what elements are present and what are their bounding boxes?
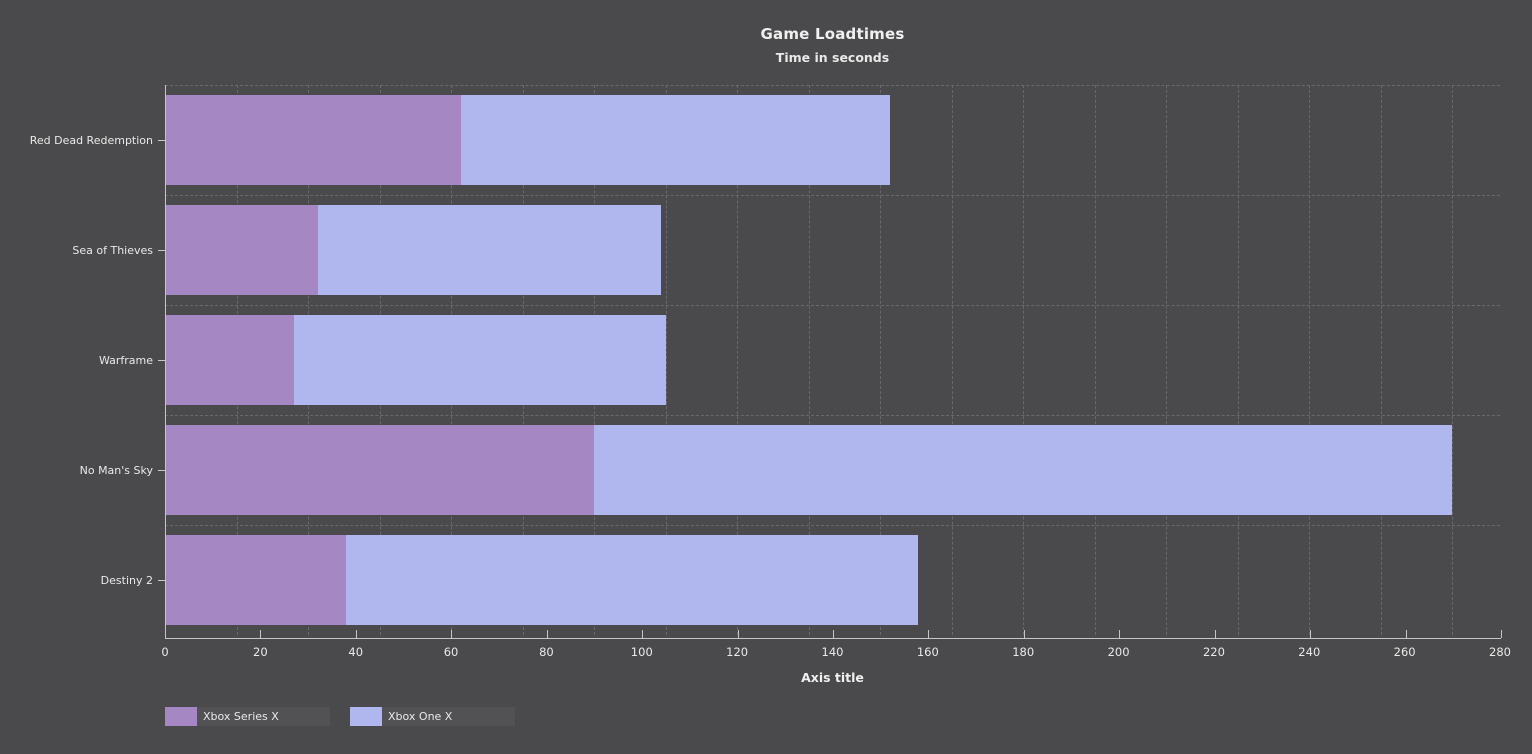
legend-swatch-xbox-series-x — [165, 707, 197, 726]
gridline-vertical — [1166, 85, 1168, 635]
x-axis-tick — [928, 630, 930, 638]
x-axis-tick — [451, 630, 453, 638]
gridline-horizontal — [165, 85, 1500, 86]
x-axis-tick — [1405, 630, 1407, 638]
gridline-vertical — [880, 85, 882, 635]
bar-segment-xbox-series-x[interactable] — [165, 535, 347, 625]
gridline-horizontal — [165, 525, 1500, 526]
bar-row-no-man-s-sky — [165, 425, 1453, 515]
x-axis-tick-label: 200 — [1107, 645, 1130, 659]
x-axis-tick-label: 40 — [348, 645, 364, 659]
legend-item-xbox-series-x[interactable]: Xbox Series X — [165, 707, 330, 726]
x-axis-tick-label: 180 — [1012, 645, 1035, 659]
x-axis-tick-label: 280 — [1489, 645, 1511, 659]
x-axis-tick-label: 20 — [253, 645, 268, 659]
legend-swatch-xbox-one-x — [350, 707, 382, 726]
gridline-vertical — [1237, 85, 1239, 635]
bar-segment-xbox-one-x[interactable] — [317, 205, 661, 295]
bar-segment-xbox-series-x[interactable] — [165, 95, 461, 185]
x-axis-tick-label: 60 — [443, 645, 459, 659]
bar-row-red-dead-redemption — [165, 95, 890, 185]
x-axis-tick-label: 120 — [726, 645, 749, 659]
bar-row-sea-of-thieves — [165, 205, 661, 295]
legend-item-xbox-one-x[interactable]: Xbox One X — [350, 707, 515, 726]
gridline-horizontal — [165, 415, 1500, 416]
x-axis-tick — [1501, 630, 1502, 638]
y-axis-tick — [158, 250, 165, 251]
y-axis-category-label: Sea of Thieves — [72, 244, 153, 257]
x-axis-tick-labels: 0 20 40 60 80 100 120 140 160 180 200 220 240 260 280 — [161, 645, 1511, 661]
x-axis-tick — [1023, 630, 1025, 638]
y-axis-tick — [158, 580, 165, 581]
bar-segment-xbox-series-x[interactable] — [165, 205, 318, 295]
x-axis-tick — [165, 630, 166, 638]
x-axis-tick — [260, 630, 262, 638]
chart-title: Game Loadtimes — [760, 25, 905, 43]
bar-segment-xbox-one-x[interactable] — [293, 315, 666, 405]
x-axis-tick — [1214, 630, 1216, 638]
bar-segment-xbox-one-x[interactable] — [460, 95, 890, 185]
x-axis-title: Axis title — [801, 670, 864, 685]
legend-label: Xbox Series X — [203, 710, 279, 723]
x-axis-tick-label: 80 — [539, 645, 554, 659]
y-axis-category-label: No Man's Sky — [79, 464, 153, 477]
y-axis-category-label: Warframe — [98, 354, 153, 367]
x-axis-tick — [642, 630, 644, 638]
x-axis-tick — [1119, 630, 1121, 638]
gridline-horizontal — [165, 305, 1500, 306]
y-axis-category-label: Destiny 2 — [100, 574, 153, 587]
bar-segment-xbox-series-x[interactable] — [165, 425, 595, 515]
plot-area — [165, 85, 1500, 635]
gridline-vertical — [737, 85, 739, 635]
gridline-vertical — [1094, 85, 1096, 635]
y-axis-tick — [158, 470, 165, 471]
gridline-vertical — [1023, 85, 1025, 635]
y-axis-tick — [158, 360, 165, 361]
gridline-horizontal — [165, 195, 1500, 196]
x-axis-line — [165, 630, 1502, 639]
x-axis-tick-label: 140 — [821, 645, 844, 659]
y-axis-tick — [158, 140, 165, 141]
bar-segment-xbox-series-x[interactable] — [165, 315, 294, 405]
x-axis-tick-label: 220 — [1202, 645, 1225, 659]
x-axis-tick-label: 160 — [916, 645, 939, 659]
bar-row-warframe — [165, 315, 666, 405]
legend-label: Xbox One X — [388, 710, 453, 723]
gridline-vertical — [1309, 85, 1311, 635]
x-axis-tick — [546, 630, 548, 638]
x-axis-tick-label: 260 — [1393, 645, 1416, 659]
y-axis-category-label: Red Dead Redemption — [29, 134, 153, 147]
chart-subtitle: Time in seconds — [775, 50, 890, 65]
x-axis-tick — [1310, 630, 1312, 638]
gridline-vertical — [665, 85, 667, 635]
x-axis-tick — [737, 630, 739, 638]
gridline-vertical — [1452, 85, 1454, 635]
gridline-vertical — [951, 85, 953, 635]
x-axis-tick — [833, 630, 834, 638]
x-axis-tick-label: 0 — [161, 645, 169, 659]
gridline-vertical — [1380, 85, 1382, 635]
gridline-vertical — [808, 85, 810, 635]
x-axis-tick-label: 240 — [1298, 645, 1321, 659]
bar-row-destiny-2 — [165, 535, 919, 625]
bar-segment-xbox-one-x[interactable] — [594, 425, 1453, 515]
y-axis-line — [165, 85, 166, 638]
x-axis-tick — [355, 630, 357, 638]
x-axis-tick-label: 100 — [630, 645, 653, 659]
bar-segment-xbox-one-x[interactable] — [346, 535, 919, 625]
